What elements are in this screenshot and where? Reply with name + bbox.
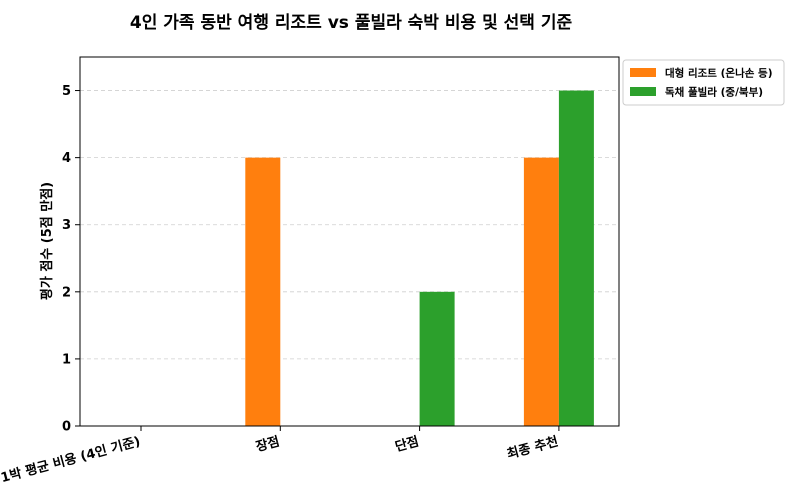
y-tick-label: 4: [62, 151, 71, 166]
y-tick-label: 2: [62, 285, 71, 300]
bar: [245, 157, 281, 427]
y-tick-label: 1: [62, 352, 71, 367]
x-axis-ticks: 1박 평균 비용 (4인 기준) 장점 단점 최종 추천: [0, 426, 560, 486]
y-tick-label: 0: [62, 420, 71, 435]
legend-label: 대형 리조트 (온나손 등): [665, 67, 773, 80]
bar: [558, 90, 594, 426]
y-axis-label: 평가 점수 (5점 만점): [39, 182, 55, 300]
y-axis-ticks: 0 1 2 3 4 5: [62, 84, 80, 435]
bar: [419, 291, 455, 426]
x-tick-label: 최종 추천: [505, 433, 560, 462]
legend-swatch: [630, 87, 656, 96]
y-tick-label: 3: [62, 218, 71, 233]
chart-title: 4인 가족 동반 여행 리조트 vs 풀빌라 숙박 비용 및 선택 기준: [130, 13, 573, 33]
legend-frame: [622, 59, 785, 106]
legend-items: 대형 리조트 (온나손 등) 독채 풀빌라 (중/북부): [630, 67, 773, 99]
x-tick-label: 1박 평균 비용 (4인 기준): [0, 433, 142, 486]
bar: [523, 157, 559, 427]
legend-swatch: [630, 68, 656, 77]
legend-label: 독채 풀빌라 (중/북부): [665, 86, 763, 99]
x-tick-label: 단점: [393, 433, 420, 455]
plot-area-frame: [79, 56, 620, 427]
legend: 대형 리조트 (온나손 등) 독채 풀빌라 (중/북부): [622, 59, 785, 106]
x-tick-label: 장점: [254, 433, 281, 455]
y-tick-label: 5: [62, 84, 71, 99]
bars: [245, 90, 594, 427]
